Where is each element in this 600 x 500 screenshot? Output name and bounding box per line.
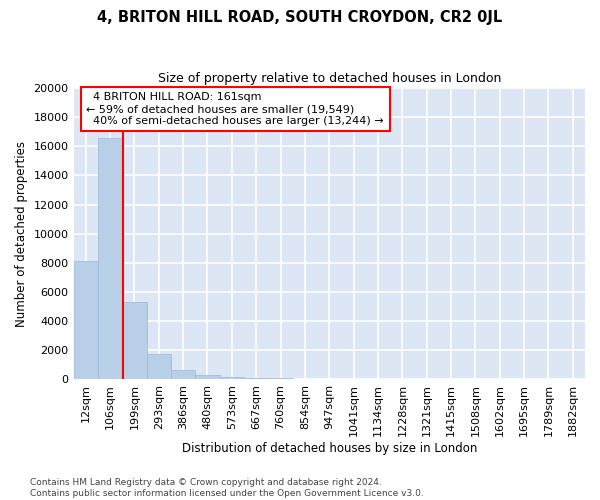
Y-axis label: Number of detached properties: Number of detached properties: [15, 141, 28, 327]
Text: Contains HM Land Registry data © Crown copyright and database right 2024.
Contai: Contains HM Land Registry data © Crown c…: [30, 478, 424, 498]
Text: 4, BRITON HILL ROAD, SOUTH CROYDON, CR2 0JL: 4, BRITON HILL ROAD, SOUTH CROYDON, CR2 …: [97, 10, 503, 25]
Bar: [196, 375, 220, 380]
Bar: [146, 354, 171, 380]
Bar: [98, 138, 122, 380]
Bar: [268, 378, 293, 380]
Title: Size of property relative to detached houses in London: Size of property relative to detached ho…: [158, 72, 501, 86]
X-axis label: Distribution of detached houses by size in London: Distribution of detached houses by size …: [182, 442, 477, 455]
Bar: [171, 370, 196, 380]
Text: 4 BRITON HILL ROAD: 161sqm  
← 59% of detached houses are smaller (19,549)
  40%: 4 BRITON HILL ROAD: 161sqm ← 59% of deta…: [86, 92, 384, 126]
Bar: [122, 302, 146, 380]
Bar: [244, 378, 268, 380]
Bar: [220, 377, 244, 380]
Bar: [74, 262, 98, 380]
